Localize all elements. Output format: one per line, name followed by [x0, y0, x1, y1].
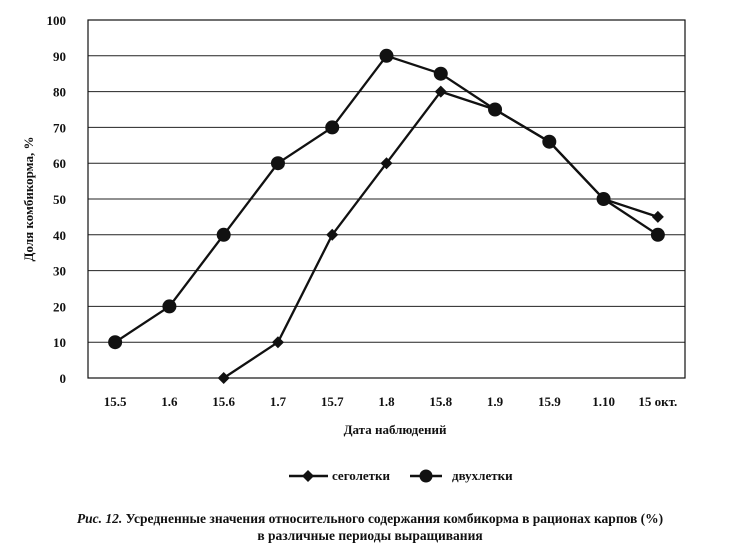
caption-line-1: Рис. 12. Усредненные значения относитель…: [0, 510, 740, 527]
data-point-circle: [488, 102, 503, 117]
y-tick-label: 30: [53, 264, 66, 279]
data-point-diamond: [326, 228, 339, 241]
figure-caption: Рис. 12. Усредненные значения относитель…: [0, 510, 740, 544]
series-layer: [108, 48, 665, 384]
x-tick-label: 1.7: [270, 394, 287, 409]
data-point-circle: [596, 192, 611, 206]
data-point-diamond: [380, 157, 393, 170]
x-tick-label: 15.6: [212, 394, 235, 409]
x-tick-label: 15.8: [429, 394, 452, 409]
x-tick-label: 15.9: [538, 394, 561, 409]
data-point-circle: [433, 66, 448, 81]
y-tick-label: 20: [53, 299, 66, 314]
y-tick-label: 100: [47, 13, 67, 28]
data-point-diamond: [434, 85, 447, 98]
y-tick-label: 40: [53, 228, 66, 243]
data-point-circle: [162, 299, 177, 314]
x-tick-label: 1.6: [161, 394, 178, 409]
y-tick-label: 10: [53, 335, 66, 350]
figure-label: Рис. 12.: [76, 511, 123, 526]
y-tick-label: 80: [53, 85, 66, 100]
y-axis-title: Доля комбикорма, %: [21, 137, 36, 262]
x-axis-title: Дата наблюдений: [344, 422, 447, 437]
data-point-circle: [650, 227, 665, 242]
data-point-circle: [379, 48, 394, 63]
caption-text-1: Усредненные значения относительного соде…: [125, 511, 664, 526]
y-tick-label: 90: [53, 49, 66, 64]
data-point-diamond: [217, 372, 230, 384]
data-point-diamond: [651, 210, 664, 223]
y-tick-labels: 0 10 20 30 40 50 60 70 80 90 100: [47, 13, 67, 386]
y-tick-label: 0: [60, 371, 67, 386]
data-point-circle: [108, 335, 123, 350]
x-tick-label: 1.9: [487, 394, 504, 409]
y-tick-label: 70: [53, 120, 66, 135]
data-point-circle: [542, 134, 557, 149]
plot-frame: [87, 19, 686, 379]
x-tick-label: 1.8: [378, 394, 395, 409]
x-tick-label: 1.10: [592, 394, 615, 409]
y-tick-label: 60: [53, 156, 66, 171]
legend: сеголетки двухлетки: [289, 468, 513, 483]
x-tick-label: 15 окт.: [638, 394, 677, 409]
data-point-circle: [216, 227, 231, 242]
legend-circle-marker: [419, 469, 433, 483]
x-tick-labels: 15.5 1.6 15.6 1.7 15.7 1.8 15.8 1.9 15.9 1.10 15 о…: [104, 394, 678, 409]
data-point-circle: [270, 156, 285, 171]
x-tick-label: 15.5: [104, 394, 127, 409]
caption-line-2: в различные периоды выращивания: [257, 528, 483, 543]
legend-label-dvukhletki: двухлетки: [452, 468, 513, 483]
x-tick-label: 15.7: [321, 394, 344, 409]
data-point-diamond: [271, 336, 284, 349]
y-tick-label: 50: [53, 192, 66, 207]
data-point-circle: [325, 120, 340, 135]
legend-diamond-marker: [302, 470, 314, 482]
grid-lines: [88, 55, 685, 343]
legend-label-segoletki: сеголетки: [332, 468, 391, 483]
